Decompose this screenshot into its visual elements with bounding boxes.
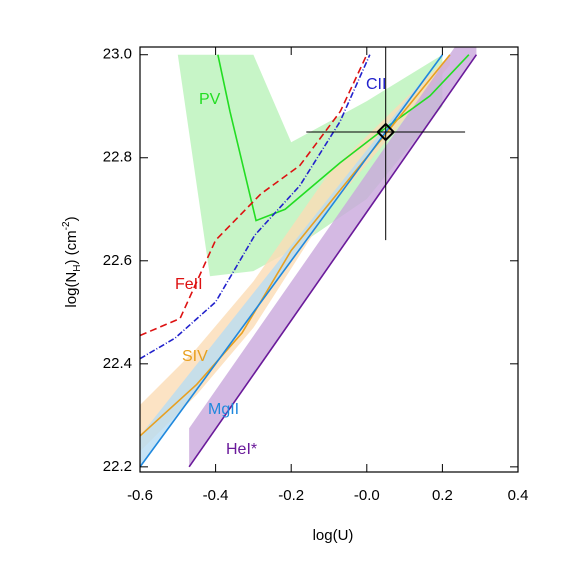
y-tick-label: 23.0	[103, 46, 132, 63]
series-label: FeII	[175, 276, 203, 293]
y-axis-label: log(NH) (cm-2)	[61, 216, 83, 307]
series-line	[188, 54, 478, 468]
band	[177, 54, 443, 277]
y-tick-label: 22.6	[103, 252, 132, 269]
x-axis-label: log(U)	[313, 527, 354, 544]
plot-frame	[139, 46, 519, 473]
series-label: CII	[366, 76, 386, 93]
y-tick-label: 22.4	[103, 355, 132, 372]
series-label: PV	[199, 91, 221, 108]
x-tick-label: 0.4	[508, 487, 529, 504]
data-point	[376, 122, 396, 142]
series-label: SIV	[182, 348, 208, 365]
series-label: MgII	[208, 401, 239, 418]
x-tick-label: -0.6	[127, 487, 153, 504]
band	[189, 47, 477, 467]
x-tick-label: 0.2	[432, 487, 453, 504]
series-label: HeI*	[226, 441, 257, 458]
y-tick-label: 22.8	[103, 149, 132, 166]
x-tick-label: -0.4	[203, 487, 229, 504]
x-tick-label: -0.0	[354, 487, 380, 504]
series-line	[140, 54, 368, 337]
series-line	[140, 54, 444, 468]
series-line	[217, 54, 470, 222]
x-tick-label: -0.2	[278, 487, 304, 504]
series-line	[140, 54, 451, 437]
y-tick-label: 22.2	[103, 458, 132, 475]
